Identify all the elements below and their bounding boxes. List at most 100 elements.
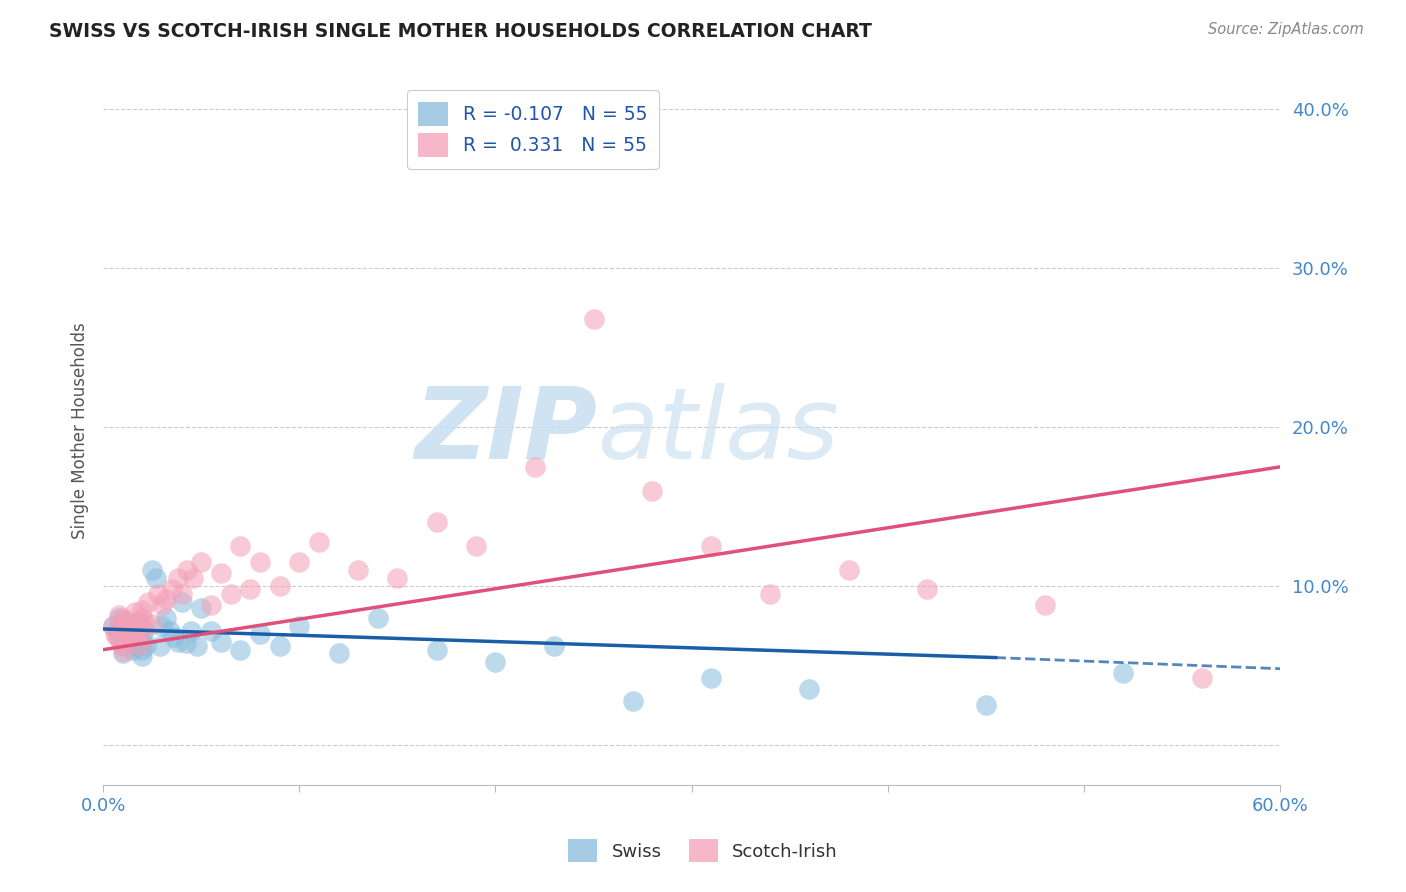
Point [131, 648, 153, 663]
Point [131, 611, 153, 625]
Point [131, 624, 153, 638]
Point [1191, 671, 1213, 685]
Point [166, 634, 188, 648]
Point [426, 642, 449, 657]
Point [121, 625, 143, 640]
Point [111, 614, 134, 628]
Point [288, 619, 311, 633]
Point [111, 644, 134, 658]
Point [111, 620, 134, 634]
Point [111, 640, 134, 654]
Point [180, 624, 202, 638]
Point [131, 620, 153, 634]
Point [200, 624, 222, 638]
Point [239, 582, 262, 597]
Point [104, 626, 127, 640]
Point [145, 571, 167, 585]
Point [915, 582, 938, 597]
Point [125, 630, 148, 644]
Legend: R = -0.107   N = 55, R =  0.331   N = 55: R = -0.107 N = 55, R = 0.331 N = 55 [406, 90, 659, 169]
Point [190, 555, 212, 569]
Point [1112, 666, 1135, 681]
Point [229, 539, 252, 553]
Point [150, 619, 173, 633]
Point [121, 642, 143, 657]
Point [124, 622, 146, 636]
Point [131, 634, 153, 648]
Point [621, 693, 644, 707]
Point [155, 591, 177, 606]
Point [121, 617, 143, 632]
Point [288, 555, 311, 569]
Point [387, 571, 409, 585]
Legend: Swiss, Scotch-Irish: Swiss, Scotch-Irish [561, 832, 845, 870]
Point [186, 640, 208, 654]
Point [120, 624, 142, 638]
Point [124, 605, 146, 619]
Point [117, 630, 139, 644]
Point [174, 636, 197, 650]
Point [105, 630, 128, 644]
Y-axis label: Single Mother Households: Single Mother Households [72, 323, 89, 540]
Point [484, 656, 506, 670]
Point [127, 619, 149, 633]
Point [799, 682, 821, 697]
Point [367, 611, 389, 625]
Point [229, 642, 252, 657]
Point [141, 617, 163, 632]
Text: ZIP: ZIP [415, 383, 598, 480]
Point [159, 624, 181, 638]
Point [249, 555, 271, 569]
Point [101, 619, 124, 633]
Point [269, 640, 291, 654]
Text: SWISS VS SCOTCH-IRISH SINGLE MOTHER HOUSEHOLDS CORRELATION CHART: SWISS VS SCOTCH-IRISH SINGLE MOTHER HOUS… [49, 22, 872, 41]
Point [464, 539, 486, 553]
Point [134, 614, 156, 628]
Point [110, 634, 132, 648]
Point [111, 624, 134, 638]
Point [111, 611, 134, 625]
Point [134, 624, 156, 638]
Point [115, 617, 138, 632]
Point [543, 640, 565, 654]
Point [150, 598, 173, 612]
Point [141, 563, 163, 577]
Point [176, 563, 198, 577]
Point [269, 579, 291, 593]
Point [163, 630, 186, 644]
Point [101, 619, 124, 633]
Point [700, 671, 723, 685]
Point [127, 640, 149, 654]
Point [129, 630, 152, 644]
Point [117, 628, 139, 642]
Point [838, 563, 860, 577]
Point [190, 601, 212, 615]
Point [111, 626, 134, 640]
Point [209, 566, 232, 581]
Point [111, 617, 134, 632]
Point [131, 642, 153, 657]
Point [200, 598, 222, 612]
Point [120, 636, 142, 650]
Point [641, 483, 664, 498]
Point [115, 614, 138, 628]
Point [523, 459, 546, 474]
Point [209, 634, 232, 648]
Point [149, 640, 172, 654]
Point [183, 571, 205, 585]
Point [160, 582, 183, 597]
Text: atlas: atlas [598, 383, 839, 480]
Point [135, 638, 157, 652]
Point [170, 587, 193, 601]
Point [129, 638, 152, 652]
Point [249, 626, 271, 640]
Point [347, 563, 370, 577]
Point [108, 630, 131, 644]
Point [125, 633, 148, 648]
Point [136, 595, 159, 609]
Point [131, 603, 153, 617]
Point [108, 611, 131, 625]
Point [308, 534, 330, 549]
Text: Source: ZipAtlas.com: Source: ZipAtlas.com [1208, 22, 1364, 37]
Point [108, 607, 131, 622]
